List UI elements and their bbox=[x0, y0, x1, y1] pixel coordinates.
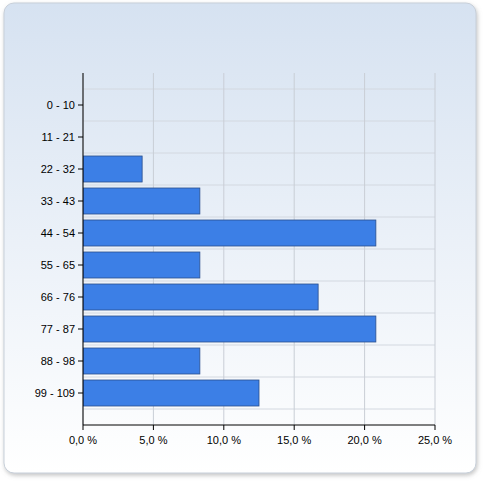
category-separator bbox=[83, 185, 435, 186]
bar bbox=[83, 316, 376, 342]
category-separator bbox=[83, 313, 435, 314]
chart-container: 0,0 % 5,0 % 10,0 % 15,0 % 20,0 % 25,0 % 0 - 10… bbox=[0, 0, 485, 485]
category-separator bbox=[83, 281, 435, 282]
grid-line bbox=[223, 73, 224, 425]
grid-line bbox=[435, 73, 436, 425]
category-separator bbox=[83, 249, 435, 250]
tick-mark bbox=[435, 425, 436, 430]
category-tick bbox=[78, 265, 83, 266]
category-tick bbox=[78, 169, 83, 170]
category-separator bbox=[83, 377, 435, 378]
category-label: 11 - 21 bbox=[42, 131, 75, 143]
category-tick bbox=[78, 329, 83, 330]
tick-mark bbox=[83, 425, 84, 430]
tick-mark bbox=[153, 425, 154, 430]
tick-label: 25,0 % bbox=[418, 434, 452, 446]
tick-mark bbox=[294, 425, 295, 430]
category-separator bbox=[83, 217, 435, 218]
category-label: 22 - 32 bbox=[41, 163, 75, 175]
category-tick bbox=[78, 201, 83, 202]
y-axis bbox=[83, 73, 84, 425]
category-tick bbox=[78, 105, 83, 106]
tick-label: 15,0 % bbox=[277, 434, 311, 446]
bars bbox=[83, 156, 376, 406]
bar bbox=[83, 252, 200, 278]
category-tick bbox=[78, 361, 83, 362]
category-label: 0 - 10 bbox=[47, 99, 75, 111]
category-label: 44 - 54 bbox=[41, 227, 75, 239]
tick-label: 0,0 % bbox=[69, 434, 97, 446]
category-label: 66 - 76 bbox=[41, 291, 75, 303]
category-separator bbox=[83, 409, 435, 410]
tick-mark bbox=[223, 425, 224, 430]
category-label: 55 - 65 bbox=[41, 259, 75, 271]
background-panel bbox=[4, 3, 476, 473]
bar bbox=[83, 284, 318, 310]
category-tick bbox=[78, 233, 83, 234]
bar bbox=[83, 220, 376, 246]
x-axis bbox=[83, 425, 435, 426]
category-label: 99 - 109 bbox=[35, 387, 75, 399]
category-separator bbox=[83, 153, 435, 154]
category-label: 88 - 98 bbox=[41, 355, 75, 367]
category-separator bbox=[83, 345, 435, 346]
grid-line bbox=[83, 73, 84, 425]
category-tick bbox=[78, 137, 83, 138]
category-separator bbox=[83, 121, 435, 122]
tick-label: 10,0 % bbox=[207, 434, 241, 446]
chart-svg: 0,0 % 5,0 % 10,0 % 15,0 % 20,0 % 25,0 % 0 - 10… bbox=[0, 0, 485, 485]
category-tick bbox=[78, 297, 83, 298]
bar bbox=[83, 348, 200, 374]
category-label: 77 - 87 bbox=[41, 323, 75, 335]
tick-label: 5,0 % bbox=[139, 434, 167, 446]
category-tick bbox=[78, 393, 83, 394]
tick-mark bbox=[364, 425, 365, 430]
tick-label: 20,0 % bbox=[347, 434, 381, 446]
bar bbox=[83, 380, 259, 406]
grid-line bbox=[294, 73, 295, 425]
grid-line bbox=[364, 73, 365, 425]
bar bbox=[83, 188, 200, 214]
category-label: 33 - 43 bbox=[41, 195, 75, 207]
bar bbox=[83, 156, 142, 182]
category-separator bbox=[83, 89, 435, 90]
